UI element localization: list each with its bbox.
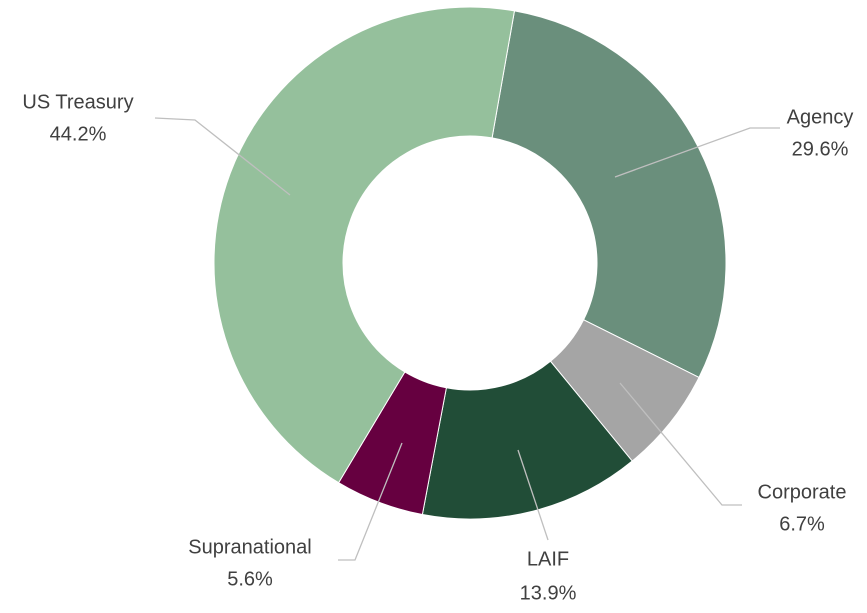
value-label: 13.9% [520,582,577,604]
value-label: 5.6% [227,568,273,590]
leader-line [619,382,742,506]
leader-line [614,127,780,178]
category-label: Supranational [188,536,311,558]
leader-line [154,117,291,196]
value-label: 44.2% [50,123,107,145]
donut-slice [213,6,516,484]
value-label: 6.7% [779,513,825,535]
value-label: 29.6% [792,138,849,160]
category-label: US Treasury [22,91,133,113]
category-label: Corporate [758,481,847,503]
category-label: Agency [787,106,854,128]
leader-line [517,449,549,541]
category-label: LAIF [527,548,569,570]
donut-slice [491,10,727,379]
leader-line [338,442,403,561]
donut-slice [421,360,633,520]
